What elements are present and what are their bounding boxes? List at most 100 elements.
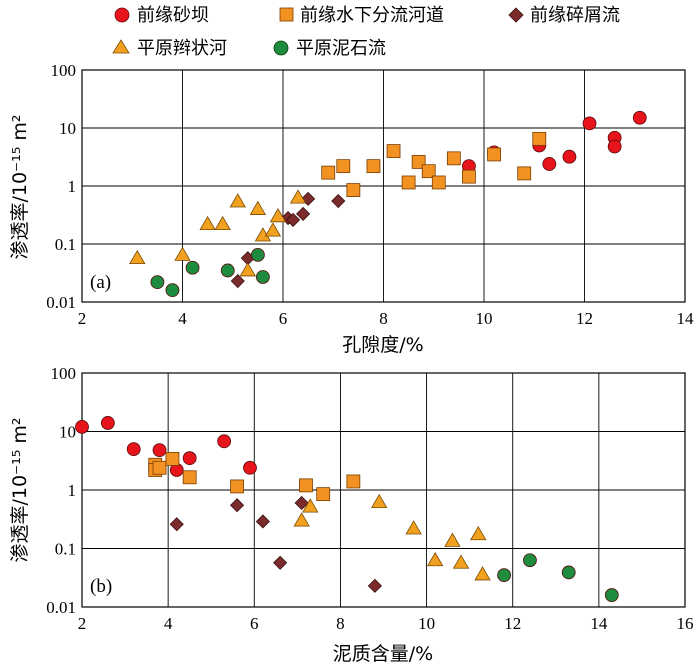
data-point-triangle <box>249 200 267 215</box>
data-point-circle <box>607 139 622 154</box>
chart-panel-a: (a) 孔隙度/% 渗透率/10⁻¹⁵ m² 2 4 6 8 10 12 14 0.01 0.1… <box>9 61 694 356</box>
data-point-triangle <box>293 512 310 527</box>
data-point-diamond <box>367 578 382 593</box>
data-point-circle <box>250 247 265 262</box>
data-point-square <box>346 474 361 489</box>
legend-item-underwater-channel: 前缘水下分流河道 <box>279 5 444 26</box>
x-tick-label: 8 <box>336 614 345 633</box>
y-tick-label: 0.01 <box>46 293 76 312</box>
x-tick-label: 8 <box>379 309 388 328</box>
data-point-square <box>431 175 446 190</box>
legend-item-mudflow: 平原泥石流 <box>273 38 386 59</box>
x-tick-label: 4 <box>164 614 173 633</box>
x-tick-label: 6 <box>250 614 259 633</box>
grid <box>81 372 686 608</box>
series <box>129 189 307 277</box>
panel-label-a: (a) <box>90 272 111 293</box>
panel-label-b: (b) <box>90 576 112 597</box>
data-point-triangle <box>470 525 487 541</box>
data-point-diamond <box>255 514 270 529</box>
data-point-square <box>386 144 401 158</box>
data-point-diamond <box>285 212 301 227</box>
data-point-triangle <box>371 493 388 509</box>
data-point-triangle <box>174 246 191 261</box>
data-point-square <box>182 470 197 485</box>
data-point-square <box>299 478 313 493</box>
legend-marker-diamond-brown <box>508 7 524 23</box>
legend-label: 前缘砂坝 <box>137 5 209 26</box>
data-point-square <box>401 175 416 190</box>
y-tick-label: 0.1 <box>55 540 76 559</box>
y-tick-label: 1 <box>68 481 77 500</box>
data-point-triangle <box>264 222 282 237</box>
y-tick-label: 10 <box>59 423 76 442</box>
data-point-diamond <box>331 193 346 209</box>
x-tick-label: 16 <box>677 614 694 633</box>
data-point-circle <box>182 451 197 466</box>
x-tick-label: 4 <box>178 309 187 328</box>
data-point-triangle <box>239 262 257 277</box>
data-point-triangle <box>452 554 470 569</box>
x-tick-label: 12 <box>504 614 521 633</box>
data-point-circle <box>152 443 167 458</box>
data-point-circle <box>185 260 200 275</box>
data-point-circle <box>126 442 141 457</box>
data-point-square <box>532 131 547 146</box>
data-point-triangle <box>269 208 287 223</box>
data-point-circle <box>561 565 576 580</box>
series <box>462 110 647 174</box>
legend-label: 前缘水下分流河道 <box>300 5 444 26</box>
y-axis-title-a: 渗透率/10⁻¹⁵ m² <box>9 114 31 259</box>
series <box>169 495 382 593</box>
plot-frame <box>81 69 686 303</box>
data-point-square <box>316 487 331 502</box>
data-point-square <box>230 479 244 494</box>
data-point-triangle <box>229 193 246 208</box>
series <box>75 416 257 477</box>
data-point-circle <box>604 588 619 602</box>
data-point-triangle <box>474 566 491 581</box>
legend-marker-circle-green <box>273 40 289 56</box>
y-tick-label: 0.01 <box>46 598 76 617</box>
legend-label: 前缘碎屑流 <box>530 5 620 26</box>
data-point-diamond <box>169 517 184 532</box>
data-point-circle <box>165 283 180 298</box>
grid <box>81 69 686 303</box>
plot-frame <box>81 372 686 608</box>
legend-marker-circle-red <box>114 7 130 23</box>
series <box>321 131 547 197</box>
data-point-triangle <box>214 215 231 231</box>
data-point-triangle <box>405 520 422 535</box>
x-axis-title-a: 孔隙度/% <box>342 334 423 356</box>
data-point-square <box>487 147 501 162</box>
legend-item-debris-flow: 前缘碎屑流 <box>508 5 620 26</box>
data-point-square <box>366 159 381 174</box>
x-tick-label: 12 <box>576 309 593 328</box>
data-point-circle <box>632 110 647 125</box>
data-point-circle <box>220 263 235 278</box>
data-point-square <box>446 151 461 166</box>
data-point-square <box>152 460 167 475</box>
data-point-circle <box>523 553 537 568</box>
x-tick-label: 6 <box>279 309 288 328</box>
legend-marker-square-orange <box>279 7 294 22</box>
data-point-circle <box>542 157 557 171</box>
data-point-circle <box>582 116 597 131</box>
data-point-circle <box>217 434 232 449</box>
data-point-diamond <box>229 498 245 513</box>
data-point-diamond <box>230 273 245 289</box>
legend-marker-triangle-orange <box>112 39 130 54</box>
data-point-square <box>336 159 351 174</box>
data-point-diamond <box>294 495 309 511</box>
x-tick-label: 10 <box>476 309 493 328</box>
data-point-square <box>346 183 361 197</box>
legend-item-braided-river: 平原辫状河 <box>112 38 227 59</box>
chart-panel-b: (b) 泥质含量/% 渗透率/10⁻¹⁵ m² 2 4 6 8 10 12 14 16 0.01… <box>9 364 694 665</box>
x-tick-label: 14 <box>677 309 695 328</box>
y-axis-title-b: 渗透率/10⁻¹⁵ m² <box>9 417 31 562</box>
y-tick-label: 1 <box>68 177 77 196</box>
x-tick-label: 2 <box>78 614 87 633</box>
series <box>293 493 491 581</box>
data-point-circle <box>243 460 257 475</box>
